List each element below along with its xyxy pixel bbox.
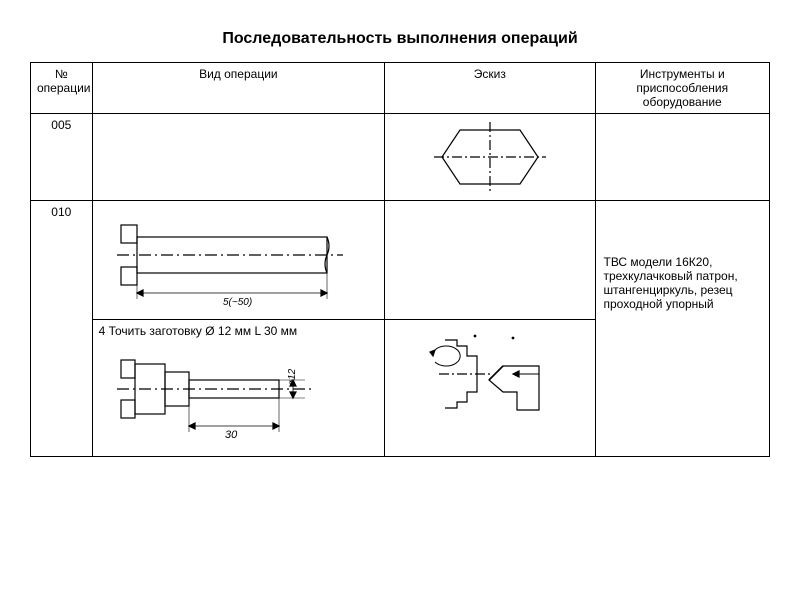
toolholder-sketch-icon [415,324,565,444]
op-number: 010 [31,201,93,457]
col-header-op: Вид операции [92,63,385,114]
blank-sketch-icon: 5(~50) [113,207,363,317]
sketch-cell [385,114,595,201]
sketch-cell [385,201,595,320]
dim-label: 30 [225,429,238,441]
col-header-tool: Инструменты и приспособления оборудовани… [595,63,770,114]
op-description [92,114,385,201]
col-header-sketch: Эскиз [385,63,595,114]
tool-cell [595,114,770,201]
dim-label: ø12 [287,368,298,386]
op-description: 5(~50) [92,201,385,320]
dim-label: 5(~50) [223,297,252,308]
op-description: 4 Точить заготовку Ø 12 мм L 30 мм [92,320,385,457]
table-row: 005 [31,114,770,201]
col-header-num: № операции [31,63,93,114]
hexagon-sketch-icon [430,118,550,196]
tool-text: ТВС модели 16К20, трехкулачковый патрон,… [604,255,762,311]
sketch-cell [385,320,595,457]
turned-part-sketch-icon: 30 ø12 [113,338,363,450]
table-row: 010 [31,201,770,320]
subop-label: 4 Точить заготовку Ø 12 мм L 30 мм [99,322,379,338]
table-header-row: № операции Вид операции Эскиз Инструмент… [31,63,770,114]
op-number: 005 [31,114,93,201]
tool-cell: ТВС модели 16К20, трехкулачковый патрон,… [595,201,770,457]
operations-table: № операции Вид операции Эскиз Инструмент… [30,62,770,457]
page-title: Последовательность выполнения операций [30,30,770,48]
